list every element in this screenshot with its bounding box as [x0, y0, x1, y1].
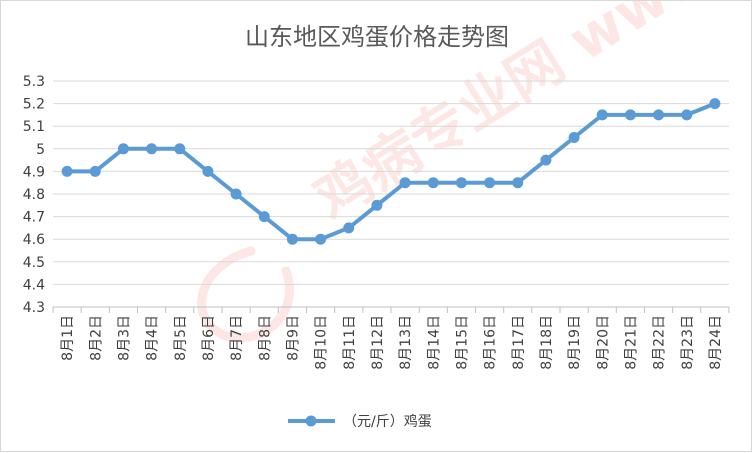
data-point [117, 143, 129, 155]
x-tick-label: 8月17日 [511, 315, 527, 370]
y-tick-label: 5 [36, 142, 45, 158]
x-tick-label: 8月9日 [285, 315, 301, 361]
x-tick-label: 8月15日 [454, 315, 470, 370]
x-tick-label: 8月13日 [398, 315, 414, 370]
data-point [258, 211, 270, 223]
data-point [427, 177, 439, 189]
data-point [568, 132, 580, 143]
x-tick-label: 8月12日 [370, 315, 386, 370]
x-tick-label: 8月20日 [595, 315, 611, 370]
x-tick-label: 8月8日 [257, 315, 273, 361]
y-axis-labels: 4.3 4.4 4.5 4.6 4.7 4.8 4.9 5 5.1 5.2 5.3 [23, 74, 45, 316]
y-tick-label: 4.8 [23, 187, 45, 203]
x-tick-label: 8月1日 [60, 315, 76, 361]
data-point [343, 222, 355, 234]
data-point [399, 177, 411, 189]
data-point [484, 177, 496, 189]
x-tick-label: 8月21日 [623, 315, 639, 370]
x-tick-label: 8月6日 [201, 315, 217, 361]
data-point [286, 233, 298, 245]
y-tick-label: 4.3 [23, 300, 45, 316]
x-tick-label: 8月19日 [567, 315, 583, 370]
data-point [230, 188, 242, 200]
x-tick-label: 8月3日 [116, 315, 132, 361]
watermark: 鸡病专业网 www.jbzyw.com [197, 1, 752, 343]
data-point [455, 177, 467, 189]
data-point [146, 143, 158, 155]
series-egg-price [61, 98, 721, 245]
x-tick-label: 8月11日 [342, 315, 358, 370]
x-tick-label: 8月16日 [483, 315, 499, 370]
data-point [624, 109, 636, 121]
y-tick-label: 4.9 [23, 164, 45, 180]
x-tick-label: 8月7日 [229, 315, 245, 361]
x-tick-label: 8月24日 [708, 315, 724, 370]
y-tick-label: 4.7 [23, 210, 45, 226]
y-tick-label: 4.4 [23, 277, 45, 293]
y-tick-label: 5.1 [23, 119, 45, 135]
data-point [315, 233, 327, 245]
x-tick-label: 8月22日 [652, 315, 668, 370]
legend-label: （元/斤）鸡蛋 [343, 413, 432, 430]
x-tick-label: 8月2日 [88, 315, 104, 361]
x-tick-label: 8月10日 [314, 315, 330, 370]
x-axis [52, 306, 730, 313]
data-point [540, 154, 552, 166]
legend: （元/斤）鸡蛋 [288, 413, 432, 430]
y-tick-label: 5.3 [23, 74, 45, 90]
data-point [89, 165, 101, 177]
x-axis-labels: 8月1日 8月2日 8月3日 8月4日 8月5日 8月6日 8月7日 8月8日 8月9日 8月10… [60, 315, 724, 370]
y-gridlines [53, 80, 729, 285]
x-tick-label: 8月18日 [539, 315, 555, 370]
y-tick-label: 4.6 [23, 232, 45, 248]
y-tick-label: 5.2 [23, 97, 45, 113]
x-tick-label: 8月5日 [173, 315, 189, 361]
data-point [371, 199, 383, 211]
data-point [653, 109, 665, 121]
data-point [174, 143, 186, 155]
data-point [512, 177, 524, 189]
data-point [61, 165, 73, 177]
x-tick-label: 8月14日 [426, 315, 442, 370]
data-point [709, 98, 721, 110]
data-point [681, 109, 693, 121]
data-point [202, 165, 214, 177]
chart-title: 山东地区鸡蛋价格走势图 [245, 23, 509, 51]
y-tick-label: 4.5 [23, 255, 45, 271]
legend-point-marker [305, 415, 317, 427]
x-tick-label: 8月4日 [145, 315, 161, 361]
x-tick-label: 8月23日 [680, 315, 696, 370]
data-point [596, 109, 608, 121]
